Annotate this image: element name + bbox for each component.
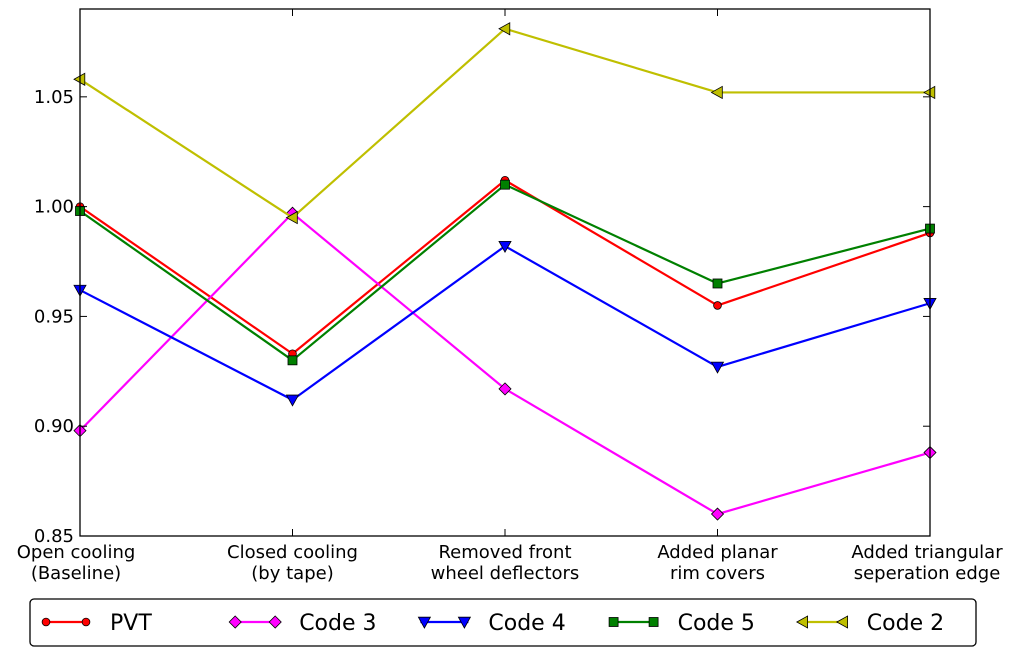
x-tick-label: rim covers (670, 563, 765, 584)
x-tick-label: (Baseline) (31, 563, 121, 584)
data-point (498, 22, 511, 36)
legend-frame (29, 598, 977, 647)
legend-label: Code 3 (299, 611, 376, 636)
legend-label: Code 4 (488, 611, 565, 636)
x-axis: Open cooling(Baseline) Closed cooling(by … (17, 9, 1003, 584)
x-tick-label: Open cooling (17, 542, 136, 563)
y-tick-label: 0.90 (34, 416, 74, 437)
legend-marker (608, 617, 619, 627)
data-point (710, 361, 725, 374)
y-tick-label: 0.95 (34, 306, 74, 327)
series-code-5 (75, 179, 935, 366)
x-tick-label: Removed front (438, 542, 571, 563)
legend-entry: Code 5 (608, 611, 755, 636)
series-line (79, 179, 931, 355)
series-layer (73, 22, 937, 521)
series-line (79, 212, 931, 516)
data-point (285, 210, 298, 225)
legend-label: PVT (110, 611, 152, 636)
legend-entry: Code 4 (417, 611, 566, 636)
legend-marker (417, 616, 432, 629)
data-point (500, 179, 510, 190)
data-point (498, 382, 512, 396)
x-tick-label: Closed cooling (227, 542, 358, 563)
series-line (79, 183, 931, 362)
data-point (710, 507, 725, 521)
x-tick-label: (by tape) (251, 563, 333, 584)
y-tick-label: 0.85 (34, 526, 74, 547)
legend-entry: Code 2 (795, 611, 944, 636)
legend-entry: Code 3 (228, 611, 377, 636)
y-tick-label: 1.05 (34, 87, 74, 108)
x-tick-label: seperation edge (854, 563, 1001, 584)
y-tick-label: 1.00 (34, 197, 74, 218)
legend-marker (268, 615, 282, 629)
legend-marker (228, 615, 242, 629)
legend-label: Code 2 (867, 611, 944, 636)
x-tick-label: Added triangular (851, 542, 1003, 563)
data-point (710, 85, 723, 100)
legend-marker (795, 615, 808, 629)
data-point (712, 278, 723, 289)
legend-marker (835, 615, 848, 629)
series-line (79, 245, 931, 401)
legend-marker (457, 616, 472, 629)
legend-marker (41, 617, 51, 627)
data-point (285, 394, 300, 407)
series-pvt (75, 175, 935, 359)
legend: PVT Code 3 Code 4 Code 5 Code 2 (29, 598, 977, 647)
series-code-3 (73, 206, 937, 521)
legend-marker (648, 617, 659, 627)
series-code-4 (73, 240, 937, 407)
legend-entry: PVT (41, 611, 152, 636)
data-point (498, 240, 512, 253)
data-point (713, 301, 722, 310)
x-tick-label: wheel deflectors (431, 563, 580, 584)
x-tick-label: Added planar (657, 542, 778, 563)
legend-marker (81, 617, 91, 627)
legend-label: Code 5 (678, 611, 755, 636)
y-axis: 0.85 0.90 0.95 1.00 1.05 (34, 87, 930, 547)
data-point (287, 355, 298, 366)
plot-frame (79, 8, 931, 537)
series-code-2 (73, 22, 936, 225)
